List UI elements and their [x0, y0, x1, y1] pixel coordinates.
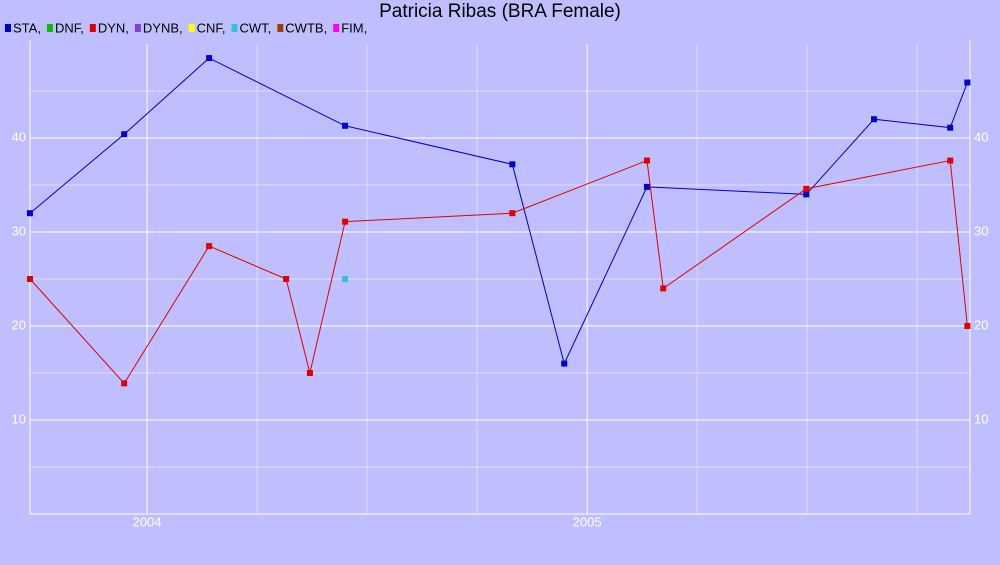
y2-tick-label: 20 [974, 317, 988, 332]
y-tick-label: 10 [12, 411, 26, 426]
legend-label: DYNB, [143, 20, 183, 35]
data-point [803, 185, 810, 192]
y-tick-label: 30 [12, 223, 26, 238]
legend-swatch [231, 24, 238, 32]
legend-label: STA, [13, 20, 41, 35]
data-point [964, 79, 971, 86]
data-point [342, 218, 349, 225]
legend-swatch [277, 24, 284, 32]
legend-swatch [5, 24, 11, 32]
y2-tick-label: 10 [974, 411, 988, 426]
data-point [121, 380, 128, 387]
data-point [947, 124, 954, 131]
x-tick-label: 2004 [133, 514, 162, 529]
y2-tick-label: 40 [974, 129, 988, 144]
x-tick-label: 2005 [573, 514, 602, 529]
legend-swatch [333, 24, 340, 32]
legend-swatch [46, 24, 53, 32]
data-point [509, 161, 516, 168]
data-point [643, 157, 650, 164]
data-point [871, 116, 878, 123]
data-point [342, 276, 349, 282]
data-point [121, 131, 128, 138]
legend-label: CNF, [197, 20, 226, 35]
data-point [306, 370, 313, 376]
data-point [283, 276, 290, 282]
legend-swatch [89, 24, 96, 32]
y-tick-label: 40 [12, 129, 26, 144]
data-point [561, 360, 568, 367]
chart-title: Patricia Ribas (BRA Female) [379, 1, 621, 22]
legend-label: DNF, [55, 20, 84, 35]
data-point [660, 285, 667, 292]
data-point [509, 210, 516, 217]
legend-label: CWTB, [285, 20, 327, 35]
data-point [27, 210, 33, 217]
series-line [29, 159, 968, 385]
y2-tick-label: 30 [974, 223, 988, 238]
y-tick-label: 20 [12, 317, 26, 332]
data-point [964, 323, 971, 329]
legend-label: DYN, [98, 20, 129, 35]
data-point [206, 243, 213, 250]
data-point [342, 122, 349, 129]
data-point [206, 55, 213, 62]
legend-swatch [188, 24, 195, 32]
data-point [27, 276, 33, 282]
legend-swatch [134, 24, 141, 32]
legend-label: FIM, [341, 20, 367, 35]
data-point [643, 183, 650, 190]
data-point [947, 157, 954, 164]
data-point [803, 191, 810, 198]
legend-label: CWT, [240, 20, 272, 35]
